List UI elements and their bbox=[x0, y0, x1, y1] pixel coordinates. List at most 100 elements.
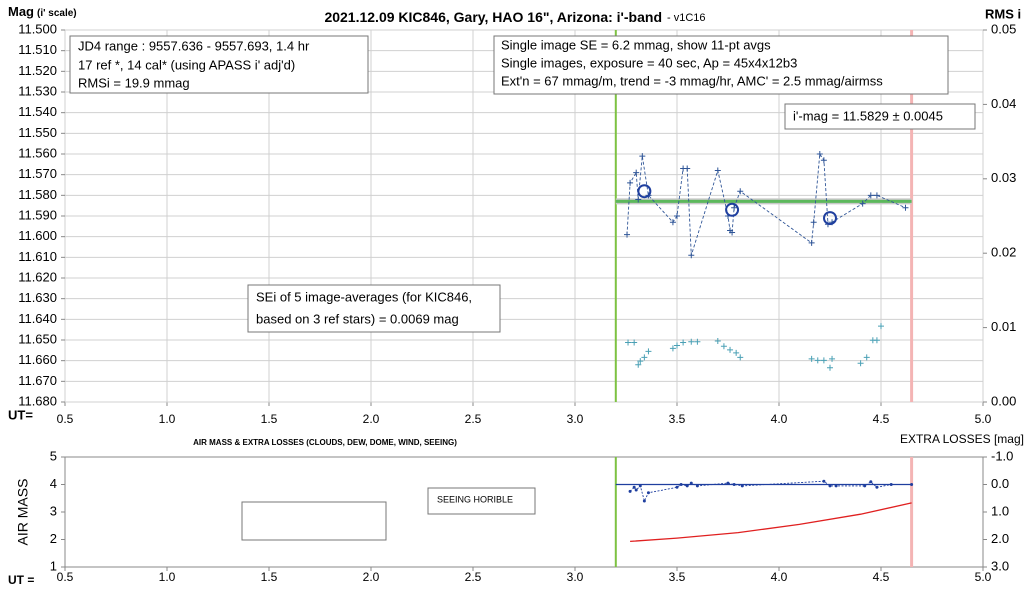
y-tick-label: 11.550 bbox=[18, 125, 57, 140]
point bbox=[632, 485, 636, 489]
se-line: based on 3 ref stars) = 0.0069 mag bbox=[256, 311, 459, 326]
y2-tick-label: 0.04 bbox=[991, 96, 1016, 111]
point bbox=[688, 338, 695, 345]
point bbox=[834, 484, 838, 488]
y-tick-label: 11.650 bbox=[18, 331, 57, 346]
point bbox=[820, 157, 827, 164]
point bbox=[726, 481, 730, 485]
point bbox=[641, 354, 648, 361]
x-tick-label: 1.0 bbox=[159, 570, 176, 584]
se-box bbox=[247, 284, 501, 333]
point bbox=[740, 484, 744, 488]
point bbox=[727, 346, 734, 353]
point bbox=[669, 219, 676, 226]
title: 2021.12.09 KIC846, Gary, HAO 16", Arizon… bbox=[324, 9, 662, 25]
x-tick-label: 5.0 bbox=[975, 570, 992, 584]
point bbox=[814, 357, 821, 364]
info-box bbox=[493, 35, 949, 95]
y2-label: RMS i bbox=[985, 6, 1021, 21]
series-line bbox=[626, 152, 906, 256]
point bbox=[820, 357, 827, 364]
point bbox=[695, 484, 699, 488]
point bbox=[635, 196, 642, 203]
x-tick-label: 3.0 bbox=[567, 412, 584, 426]
point bbox=[679, 483, 683, 486]
chart-title: 2021.12.09 KIC846, Gary, HAO 16", Arizon… bbox=[324, 9, 705, 25]
point bbox=[737, 188, 744, 195]
point bbox=[729, 229, 736, 236]
point bbox=[889, 483, 893, 486]
y2-tick-label: 0.05 bbox=[991, 21, 1016, 36]
point bbox=[628, 489, 632, 493]
x-label: UT = bbox=[8, 573, 34, 587]
point bbox=[638, 484, 642, 488]
point bbox=[808, 355, 815, 362]
x-tick-label: 2.0 bbox=[363, 570, 380, 584]
y-tick-label: 11.660 bbox=[18, 352, 57, 367]
point bbox=[645, 348, 652, 355]
x-tick-label: 1.5 bbox=[261, 570, 278, 584]
y-label-note: (i' scale) bbox=[37, 8, 77, 19]
x-tick-label: 5.0 bbox=[975, 412, 992, 426]
point bbox=[685, 484, 689, 488]
point bbox=[873, 337, 880, 344]
y-tick-label: 11.670 bbox=[18, 373, 57, 388]
point bbox=[857, 360, 864, 367]
x-tick-label: 3.0 bbox=[567, 570, 584, 584]
y2-label: EXTRA LOSSES [mag] bbox=[900, 432, 1024, 446]
point bbox=[827, 364, 833, 371]
y-tick-label: 11.520 bbox=[18, 63, 57, 78]
info-line: RMSi = 19.9 mmag bbox=[78, 75, 190, 90]
point bbox=[869, 480, 873, 484]
y-tick-label: 4 bbox=[50, 476, 57, 491]
point bbox=[674, 213, 680, 219]
point bbox=[684, 165, 691, 172]
y2-tick-label: 0.00 bbox=[991, 393, 1016, 408]
point bbox=[624, 231, 631, 238]
point bbox=[902, 204, 909, 211]
point bbox=[625, 339, 632, 346]
average-point bbox=[725, 202, 740, 217]
point bbox=[808, 239, 815, 246]
point bbox=[822, 479, 826, 483]
series-line bbox=[630, 502, 912, 543]
chart-title: AIR MASS & EXTRA LOSSES (CLOUDS, DEW, DO… bbox=[193, 438, 457, 447]
x-tick-label: 2.5 bbox=[465, 412, 482, 426]
point bbox=[828, 484, 832, 488]
point bbox=[631, 339, 638, 346]
x-label: UT= bbox=[8, 407, 33, 422]
point bbox=[669, 345, 676, 352]
x-tick-label: 3.5 bbox=[669, 570, 686, 584]
x-tick-label: 2.0 bbox=[363, 412, 380, 426]
note: SEEING HORIBLE bbox=[437, 494, 513, 504]
y-label-main: Mag bbox=[8, 4, 34, 19]
point bbox=[867, 192, 874, 199]
average-point bbox=[823, 211, 837, 226]
point bbox=[635, 361, 642, 368]
point bbox=[816, 151, 823, 157]
y-tick-label: 11.570 bbox=[18, 166, 57, 181]
y-tick-label: 11.560 bbox=[18, 145, 57, 160]
point bbox=[642, 499, 646, 503]
plots: 0.5 1.0 1.5 2.0 2.5 3.0 3.5 4.0 4.5 5.011.50011.5… bbox=[18, 21, 1016, 584]
point bbox=[680, 339, 687, 346]
info-line: Single image SE = 6.2 mmag, show 11-pt a… bbox=[501, 37, 771, 52]
y-tick-label: 5 bbox=[50, 448, 57, 463]
y2-tick-label: 0.03 bbox=[991, 170, 1016, 185]
point bbox=[714, 167, 721, 174]
y-label: AIR MASS bbox=[15, 479, 31, 546]
se-line: SEi of 5 image-averages (for KIC846, bbox=[256, 289, 472, 304]
y2-tick-label: 0.0 bbox=[991, 476, 1009, 491]
y-tick-label: 11.540 bbox=[18, 104, 57, 119]
point bbox=[634, 488, 638, 492]
point bbox=[694, 338, 701, 345]
result: i'-mag = 11.5829 ± 0.0045 bbox=[793, 108, 943, 123]
point bbox=[737, 354, 744, 361]
y-tick-label: 11.610 bbox=[18, 249, 57, 264]
y2-tick-label: 1.0 bbox=[991, 503, 1009, 518]
x-tick-label: 3.5 bbox=[669, 412, 686, 426]
x-tick-label: 0.5 bbox=[57, 412, 74, 426]
point bbox=[639, 153, 646, 160]
point bbox=[627, 179, 634, 186]
point bbox=[863, 484, 867, 488]
